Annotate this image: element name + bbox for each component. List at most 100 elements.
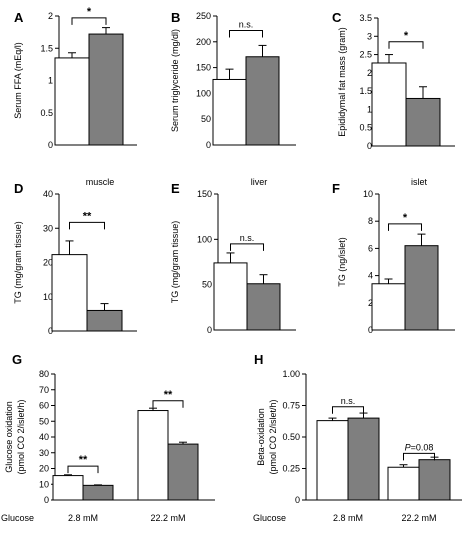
y-tick-label: 10 bbox=[363, 189, 373, 199]
panel-g: G 0 10 20 30 40 50 60 70 80 Glucose oxidation (pmol… bbox=[1, 352, 215, 523]
bar-treated bbox=[86, 309, 123, 332]
significance-bracket bbox=[388, 41, 424, 49]
y-tick-label: 0.5 bbox=[359, 123, 372, 133]
y-tick-label: 0.75 bbox=[282, 401, 300, 411]
panel-h: H 0 0.25 0.50 0.75 1.00 Beta-oxidation (pmol CO… bbox=[253, 352, 462, 523]
bar-treated bbox=[404, 245, 439, 331]
y-tick-label: 60 bbox=[39, 401, 49, 411]
y-tick-label: 1.5 bbox=[40, 43, 53, 53]
y-tick-label: 2 bbox=[368, 298, 373, 308]
y-tick-label: 50 bbox=[202, 280, 212, 290]
bar-control bbox=[52, 475, 84, 501]
y-axis-label: Glucose oxidation bbox=[4, 401, 14, 473]
panel-letter: E bbox=[171, 181, 180, 196]
y-axis-label-2: (pmol CO 2/islet/h) bbox=[16, 399, 26, 474]
panel-letter: B bbox=[171, 10, 180, 25]
y-tick-label: 0.5 bbox=[40, 108, 53, 118]
y-tick-label: 50 bbox=[39, 416, 49, 426]
y-tick-label: 0 bbox=[206, 140, 211, 150]
y-tick-label: 0 bbox=[368, 325, 373, 335]
y-tick-label: 0 bbox=[48, 326, 53, 336]
bar-treated bbox=[88, 33, 124, 146]
bar-treated bbox=[405, 97, 441, 147]
y-tick-label: 30 bbox=[43, 223, 53, 233]
panel-letter: D bbox=[14, 181, 23, 196]
bar-control bbox=[137, 410, 169, 501]
significance-bracket bbox=[69, 221, 105, 230]
bar-control bbox=[54, 57, 90, 146]
x-axis-label: Glucose bbox=[1, 513, 34, 523]
y-tick-label: 40 bbox=[39, 432, 49, 442]
y-tick-label: 20 bbox=[43, 258, 53, 268]
x-category-label: 22.2 mM bbox=[150, 513, 185, 523]
y-tick-label: 200 bbox=[196, 37, 211, 47]
panel-letter: A bbox=[14, 10, 24, 25]
y-axis-label: Serum triglyceride (mg/dl) bbox=[170, 29, 180, 132]
y-tick-label: 150 bbox=[196, 63, 211, 73]
significance-label: n.s. bbox=[341, 396, 356, 406]
y-tick-label: 1.00 bbox=[282, 369, 300, 379]
panel-c: C 0 0.5 1 1.5 2 2.5 3 3.5 Epididymal fat mass (gr… bbox=[332, 10, 455, 151]
y-tick-label: 0 bbox=[367, 141, 372, 151]
bar-treated bbox=[167, 443, 199, 501]
y-tick-label: 70 bbox=[39, 385, 49, 395]
panel-title: islet bbox=[411, 177, 428, 187]
y-axis-label: TG (ng/islet) bbox=[337, 237, 347, 287]
bar-control bbox=[371, 283, 406, 331]
panel-letter: F bbox=[332, 181, 340, 196]
bar-control bbox=[212, 78, 247, 146]
bar-control bbox=[51, 254, 88, 332]
significance-label: ** bbox=[79, 454, 88, 466]
y-tick-label: 0.50 bbox=[282, 432, 300, 442]
significance-bracket bbox=[229, 29, 263, 38]
y-tick-label: 0 bbox=[295, 495, 300, 505]
significance-label: * bbox=[403, 212, 408, 224]
y-tick-label: 80 bbox=[39, 369, 49, 379]
significance-label: n.s. bbox=[240, 233, 255, 243]
bar-treated bbox=[82, 484, 114, 501]
significance-label: P=0.08 bbox=[405, 442, 434, 452]
y-tick-label: 0.25 bbox=[282, 464, 300, 474]
y-axis-label-2: (pmol CO 2/islet/h) bbox=[268, 399, 278, 474]
y-tick-label: 1 bbox=[367, 104, 372, 114]
y-tick-label: 100 bbox=[196, 88, 211, 98]
y-tick-label: 2 bbox=[48, 11, 53, 21]
y-tick-label: 2.5 bbox=[359, 50, 372, 60]
bar-control bbox=[371, 62, 407, 147]
y-tick-label: 3.5 bbox=[359, 13, 372, 23]
x-category-label: 22.2 mM bbox=[401, 513, 436, 523]
y-axis-label: TG (mg/gram tissue) bbox=[13, 221, 23, 304]
y-axis-label: Beta-oxidation bbox=[256, 408, 266, 466]
y-tick-label: 0 bbox=[207, 325, 212, 335]
panel-letter: C bbox=[332, 10, 342, 25]
y-tick-label: 1.5 bbox=[359, 86, 372, 96]
significance-bracket bbox=[403, 452, 435, 461]
y-axis-label: TG (mg/gram tissue) bbox=[170, 221, 180, 304]
significance-label: ** bbox=[83, 210, 92, 222]
significance-bracket bbox=[230, 243, 264, 251]
y-tick-label: 10 bbox=[43, 292, 53, 302]
y-tick-label: 50 bbox=[201, 114, 211, 124]
bar-control bbox=[316, 420, 349, 501]
bar-treated bbox=[245, 56, 280, 146]
y-tick-label: 0 bbox=[48, 140, 53, 150]
panel-letter: H bbox=[254, 352, 263, 367]
y-tick-label: 1 bbox=[48, 76, 53, 86]
significance-label: * bbox=[404, 30, 409, 42]
y-axis-label: Serum FFA (mEq/l) bbox=[13, 42, 23, 119]
y-tick-label: 30 bbox=[39, 448, 49, 458]
y-tick-label: 150 bbox=[197, 189, 212, 199]
significance-label: n.s. bbox=[239, 19, 254, 29]
y-tick-label: 250 bbox=[196, 11, 211, 21]
significance-label: * bbox=[87, 6, 92, 18]
bar-treated bbox=[246, 283, 281, 331]
y-tick-label: 6 bbox=[368, 243, 373, 253]
y-tick-label: 20 bbox=[39, 464, 49, 474]
y-tick-label: 3 bbox=[367, 31, 372, 41]
y-tick-label: 0 bbox=[44, 495, 49, 505]
significance-bracket bbox=[67, 465, 99, 474]
